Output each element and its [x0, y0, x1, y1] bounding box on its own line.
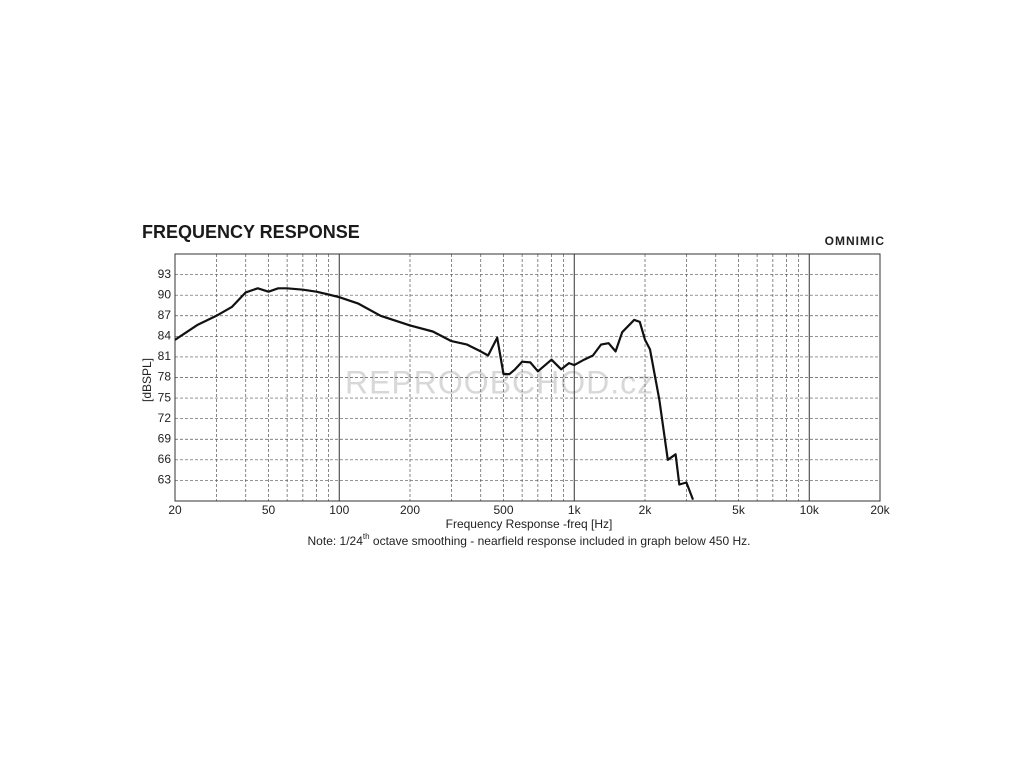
x-tick-label: 20: [168, 503, 182, 517]
brand: OMNIMIC: [825, 234, 885, 248]
note: Note: 1/24th octave smoothing - nearfiel…: [308, 532, 751, 548]
note-sup: th: [363, 532, 370, 541]
y-tick-label: 69: [158, 431, 172, 445]
y-tick-label: 90: [158, 287, 172, 301]
y-tick-label: 78: [158, 370, 172, 384]
x-tick-label: 10k: [800, 503, 820, 517]
y-tick-label: 81: [158, 349, 172, 363]
chart-title: FREQUENCY RESPONSE: [142, 222, 360, 242]
y-tick-label: 84: [158, 329, 172, 343]
response-line: [175, 287, 695, 500]
note-text: Note: 1/24: [308, 534, 364, 548]
x-axis-label: Frequency Response -freq [Hz]: [446, 517, 613, 531]
watermark: REPROOBCHOD.cz: [345, 364, 654, 400]
y-tick-label: 72: [158, 411, 172, 425]
y-axis-label: [dBSPL]: [140, 358, 154, 402]
x-tick-label: 2k: [639, 503, 653, 517]
y-tick-label: 93: [158, 267, 172, 281]
y-tick-label: 87: [158, 308, 172, 322]
x-tick-label: 1k: [568, 503, 582, 517]
x-tick-label: 5k: [732, 503, 746, 517]
x-tick-label: 50: [262, 503, 276, 517]
x-tick-label: 500: [494, 503, 514, 517]
x-tick-label: 20k: [870, 503, 890, 517]
note-text: octave smoothing - nearfield response in…: [370, 534, 751, 548]
plot-frame: [174, 253, 881, 502]
x-tick-label: 100: [329, 503, 349, 517]
y-tick-label: 66: [158, 452, 172, 466]
y-tick-label: 75: [158, 390, 172, 404]
y-tick-label: 63: [158, 473, 172, 487]
x-tick-label: 200: [400, 503, 420, 517]
